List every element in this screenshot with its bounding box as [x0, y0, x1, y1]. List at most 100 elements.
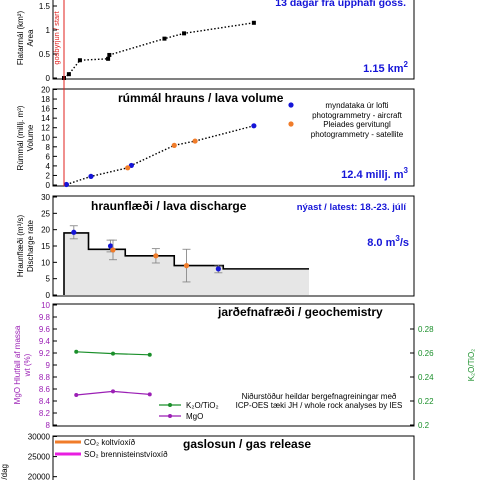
legend-satellite-line-2: photogrammetry - satellite [311, 130, 404, 139]
volume-y-tick-label-4: 8 [46, 143, 51, 152]
area-point-1 [66, 72, 71, 77]
discharge-area-fill [64, 232, 309, 295]
discharge-step-line [63, 232, 309, 295]
volume-satellite-point-0 [125, 165, 131, 171]
k2o-point-1 [111, 351, 115, 356]
discharge-y-tick-label-5: 25 [41, 209, 50, 218]
area-point-2 [77, 58, 82, 63]
area-point-3 [106, 56, 111, 61]
panel-area-ylabel-1: Flatarmál (km²) [16, 11, 25, 66]
volume-satellite-point-1 [171, 142, 177, 148]
mgo-y-tick-label-6: 9.2 [39, 349, 51, 358]
mgo-point-2 [147, 392, 152, 397]
k2o-y2-tick-label-3: 0.26 [418, 349, 434, 358]
panel-area-y-ticks: 0 0.5 1 1.5 [39, 2, 57, 83]
legend-mgo-label: MgO [186, 412, 203, 421]
gas-y-tick-label-0: 20000 [28, 473, 51, 480]
area-y-tick-label-3: 1.5 [39, 2, 51, 11]
area-point-5 [162, 36, 167, 41]
panel-discharge-value-label: 8.0 m3/s [367, 234, 409, 249]
panel-volume-value-label: 12.4 millj. m3 [341, 166, 408, 181]
panel-geochemistry-y2-ticks: 0.2 0.22 0.24 0.26 0.28 [410, 325, 434, 430]
legend-aircraft-line-1: myndataka úr lofti [325, 101, 388, 110]
legend-so2-label: SO₂ brennisteinstvíoxíð [84, 450, 168, 459]
k2o-point-0 [74, 349, 79, 354]
panel-area: 0 0.5 1 1.5 13 dagar frá upphafi goss. 1.15… [16, 0, 415, 83]
panel-discharge-title: hraunflæði / lava discharge [91, 199, 247, 213]
volume-aircraft-point-0 [63, 181, 70, 188]
panel-geochemistry-legend: K₂O/TiO₂ MgO [159, 401, 219, 421]
legend-k2o-label: K₂O/TiO₂ [186, 401, 219, 410]
gas-y-tick-label-1: 25000 [28, 453, 51, 462]
discharge-y-tick-label-0: 0 [46, 291, 51, 300]
k2o-point-2 [147, 352, 152, 357]
mgo-y-tick-label-4: 8.8 [39, 373, 51, 382]
gas-y-tick-label-2: 30000 [28, 433, 51, 442]
panel-gas-title: gaslosun / gas release [183, 437, 311, 451]
volume-y-tick-label-1: 2 [46, 171, 51, 180]
panel-discharge-ylabel-1: Hraunflæði (m³/s) [16, 215, 25, 278]
panel-gas-ylabel: n/dag [0, 464, 9, 480]
discharge-satellite-point-2 [183, 263, 190, 269]
mgo-y-tick-label-3: 8.6 [39, 385, 51, 394]
panel-geochemistry: 8 8.2 8.4 8.6 8.8 9 9.2 9.4 9.6 9.8 10 0.2 0.22 0.24… [13, 301, 476, 430]
volume-y-tick-label-9: 18 [41, 95, 50, 104]
area-point-4 [107, 52, 112, 57]
panel-discharge: 0 5 10 15 20 25 30 hraunflæði / lava discharge… [16, 193, 415, 300]
panel-volume-ylabel-1: Rúmmál (millj. m³) [16, 105, 25, 170]
panel-discharge-steps [63, 232, 309, 295]
area-y-tick-label-1: 0.5 [39, 50, 51, 59]
panel-geochemistry-title: jarðefnafræði / geochemistry [217, 305, 383, 319]
discharge-aircraft-point-1 [107, 243, 114, 249]
volume-y-tick-label-6: 12 [41, 124, 50, 133]
mgo-y-tick-label-10: 10 [41, 301, 50, 310]
panel-volume-ylabel-2: Volume [26, 124, 35, 151]
panel-area-frame [52, 0, 415, 80]
discharge-satellite-point-0 [110, 247, 116, 253]
legend-mgo-marker [168, 414, 172, 418]
area-point-6 [182, 31, 187, 36]
panel-discharge-corner-label: nýast / latest: 18.-23. júlí [297, 202, 407, 213]
legend-co2-label: CO₂ koltvíoxíð [84, 438, 136, 447]
panel-area-corner-label: 13 dagar frá upphafi goss. [275, 0, 406, 9]
panel-discharge-y-ticks: 0 5 10 15 20 25 30 [41, 193, 57, 300]
volume-aircraft-point-2 [128, 162, 134, 169]
area-point-7 [251, 20, 256, 25]
discharge-y-tick-label-4: 20 [41, 226, 50, 235]
panel-geochemistry-y-ticks: 8 8.2 8.4 8.6 8.8 9 9.2 9.4 9.6 9.8 10 [39, 301, 57, 430]
mgo-y-tick-label-8: 9.6 [39, 325, 51, 334]
event-start-label: gosbyrjun / start [52, 10, 61, 64]
panel-discharge-ylabel-2: Discharge rate [26, 219, 35, 272]
legend-aircraft-line-2: photogrammetry - aircraft [312, 111, 403, 120]
volume-y-tick-label-7: 14 [41, 114, 50, 123]
area-series-line [63, 22, 254, 79]
panel-volume-title: rúmmál hrauns / lava volume [118, 91, 284, 105]
panel-geochemistry-y2label: K₂O/TiO₂ [467, 349, 476, 382]
discharge-aircraft-point-2 [215, 266, 221, 272]
legend-aircraft-marker [288, 102, 294, 108]
panel-discharge-series [69, 225, 223, 283]
discharge-y-tick-label-6: 30 [41, 193, 50, 202]
volume-aircraft-point-3 [251, 123, 257, 129]
panel-geochemistry-note-1: Niðurstöður heildar bergefnagreiningar m… [242, 392, 397, 401]
panel-volume-legend: myndataka úr lofti photogrammetry - airc… [288, 101, 404, 139]
k2o-y2-tick-label-2: 0.24 [418, 373, 434, 382]
legend-satellite-marker [288, 121, 294, 127]
discharge-y-tick-label-2: 10 [41, 258, 50, 267]
discharge-y-tick-label-1: 5 [46, 275, 51, 284]
legend-k2o-marker [168, 403, 172, 407]
k2o-y2-tick-label-4: 0.28 [418, 325, 434, 334]
k2o-y2-tick-label-0: 0.2 [418, 421, 430, 430]
mgo-y-tick-label-2: 8.4 [39, 397, 51, 406]
area-y-tick-label-2: 1 [46, 26, 51, 35]
volume-y-tick-label-0: 0 [46, 181, 51, 190]
mgo-y-tick-label-9: 9.8 [39, 313, 51, 322]
volume-satellite-point-2 [192, 138, 198, 144]
volume-y-tick-label-10: 20 [41, 86, 50, 95]
k2o-y2-tick-label-1: 0.22 [418, 397, 434, 406]
mgo-y-tick-label-5: 9 [46, 361, 51, 370]
mgo-y-tick-label-7: 9.4 [39, 337, 51, 346]
